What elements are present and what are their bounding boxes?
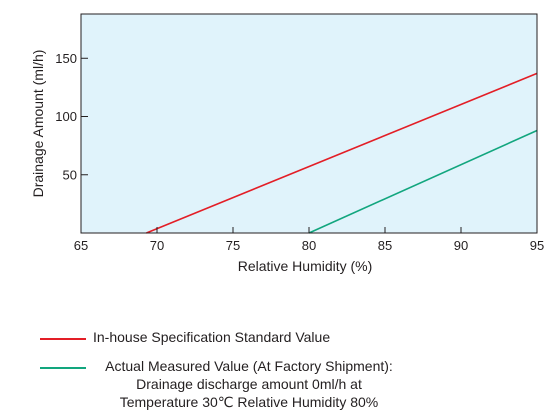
x-axis-ticks: 65 70 75 80 85 90 95: [74, 227, 544, 253]
legend: In-house Specification Standard Value Ac…: [0, 320, 551, 413]
legend-label-measured: Actual Measured Value (At Factory Shipme…: [96, 357, 402, 411]
x-tick-label: 70: [150, 238, 164, 253]
legend-swatch-measured: [40, 367, 86, 369]
plot-frame: [80, 13, 538, 234]
x-axis-title: Relative Humidity (%): [238, 258, 373, 274]
legend-label-spec: In-house Specification Standard Value: [93, 328, 330, 346]
y-tick-label: 150: [55, 51, 77, 66]
legend-label-line: Temperature 30℃ Relative Humidity 80%: [119, 394, 379, 410]
drainage-chart: 50 100 150 65 70 75 80 85 90 95 Relative Humidit…: [30, 13, 544, 274]
series-layer: [146, 72, 538, 234]
legend-swatch-spec: [40, 338, 86, 340]
y-tick-label: 100: [55, 109, 77, 124]
series-line-spec: [146, 72, 538, 234]
y-axis-ticks: 50 100 150: [55, 51, 88, 182]
y-tick-label: 50: [63, 167, 77, 182]
x-tick-label: 80: [302, 238, 316, 253]
legend-label-line: Drainage discharge amount 0ml/h at: [136, 376, 362, 392]
series-line-measured: [308, 129, 538, 234]
y-axis-title: Drainage Amount (ml/h): [30, 50, 46, 198]
x-tick-label: 65: [74, 238, 88, 253]
legend-label-line: Actual Measured Value (At Factory Shipme…: [105, 358, 393, 374]
legend-label-line: In-house Specification Standard Value: [93, 329, 331, 345]
plot-area: [81, 14, 537, 233]
x-tick-label: 95: [530, 238, 544, 253]
x-tick-label: 75: [226, 238, 240, 253]
x-tick-label: 90: [454, 238, 468, 253]
x-tick-label: 85: [378, 238, 392, 253]
